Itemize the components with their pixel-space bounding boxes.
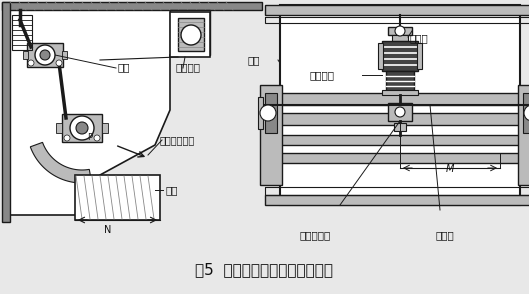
Bar bbox=[2, 2, 262, 10]
Bar bbox=[523, 93, 529, 133]
Circle shape bbox=[35, 45, 55, 65]
Bar bbox=[388, 27, 412, 35]
Bar bbox=[265, 195, 529, 205]
Text: 阀门关闭方向: 阀门关闭方向 bbox=[160, 135, 195, 145]
Bar bbox=[12, 15, 32, 50]
Circle shape bbox=[56, 60, 62, 66]
Bar bbox=[265, 113, 529, 125]
Bar bbox=[170, 12, 210, 57]
Polygon shape bbox=[10, 10, 210, 215]
Text: 短轴: 短轴 bbox=[248, 55, 260, 65]
Circle shape bbox=[260, 105, 276, 121]
Bar bbox=[62, 51, 67, 59]
Circle shape bbox=[28, 60, 34, 66]
Bar bbox=[378, 43, 383, 69]
Bar bbox=[388, 103, 412, 121]
Circle shape bbox=[76, 122, 88, 134]
Bar bbox=[265, 5, 529, 15]
Text: 气动阀门: 气动阀门 bbox=[175, 62, 200, 72]
Circle shape bbox=[70, 116, 94, 140]
Bar bbox=[265, 153, 529, 163]
Text: 阀门轴: 阀门轴 bbox=[435, 230, 454, 240]
Text: 三级气缸: 三级气缸 bbox=[310, 70, 335, 80]
Bar bbox=[27, 43, 63, 67]
Polygon shape bbox=[30, 142, 92, 183]
Bar bbox=[265, 93, 277, 133]
Bar bbox=[392, 35, 408, 41]
Text: 轴承: 轴承 bbox=[118, 62, 131, 72]
Circle shape bbox=[395, 26, 405, 36]
Circle shape bbox=[524, 105, 529, 121]
Bar bbox=[2, 2, 10, 222]
Text: 图5  老式加料机构的结构示意图: 图5 老式加料机构的结构示意图 bbox=[195, 262, 333, 277]
Bar bbox=[382, 90, 418, 95]
Text: 可调节螺母: 可调节螺母 bbox=[300, 230, 331, 240]
Circle shape bbox=[181, 25, 201, 45]
Bar bbox=[56, 123, 62, 133]
Bar bbox=[265, 17, 529, 23]
Circle shape bbox=[395, 107, 405, 117]
Bar bbox=[258, 97, 263, 129]
Bar bbox=[382, 41, 418, 71]
Bar bbox=[280, 5, 520, 205]
Bar bbox=[178, 18, 204, 51]
Text: M: M bbox=[446, 164, 454, 174]
Bar bbox=[75, 175, 160, 220]
Bar bbox=[265, 93, 529, 105]
Text: 物料: 物料 bbox=[165, 185, 178, 195]
Bar bbox=[170, 10, 210, 55]
Bar bbox=[417, 43, 422, 69]
Bar bbox=[23, 51, 28, 59]
Circle shape bbox=[64, 135, 70, 141]
Bar bbox=[102, 123, 108, 133]
Bar bbox=[518, 85, 529, 185]
Circle shape bbox=[40, 50, 50, 60]
Bar bbox=[62, 114, 102, 142]
Text: N: N bbox=[104, 225, 112, 235]
Bar bbox=[394, 123, 406, 131]
Bar bbox=[265, 135, 529, 145]
Circle shape bbox=[94, 135, 100, 141]
Bar bbox=[265, 187, 529, 195]
Text: P: P bbox=[87, 133, 92, 142]
Bar bbox=[386, 71, 414, 93]
Bar bbox=[260, 85, 282, 185]
Text: 单耳座: 单耳座 bbox=[410, 33, 428, 43]
